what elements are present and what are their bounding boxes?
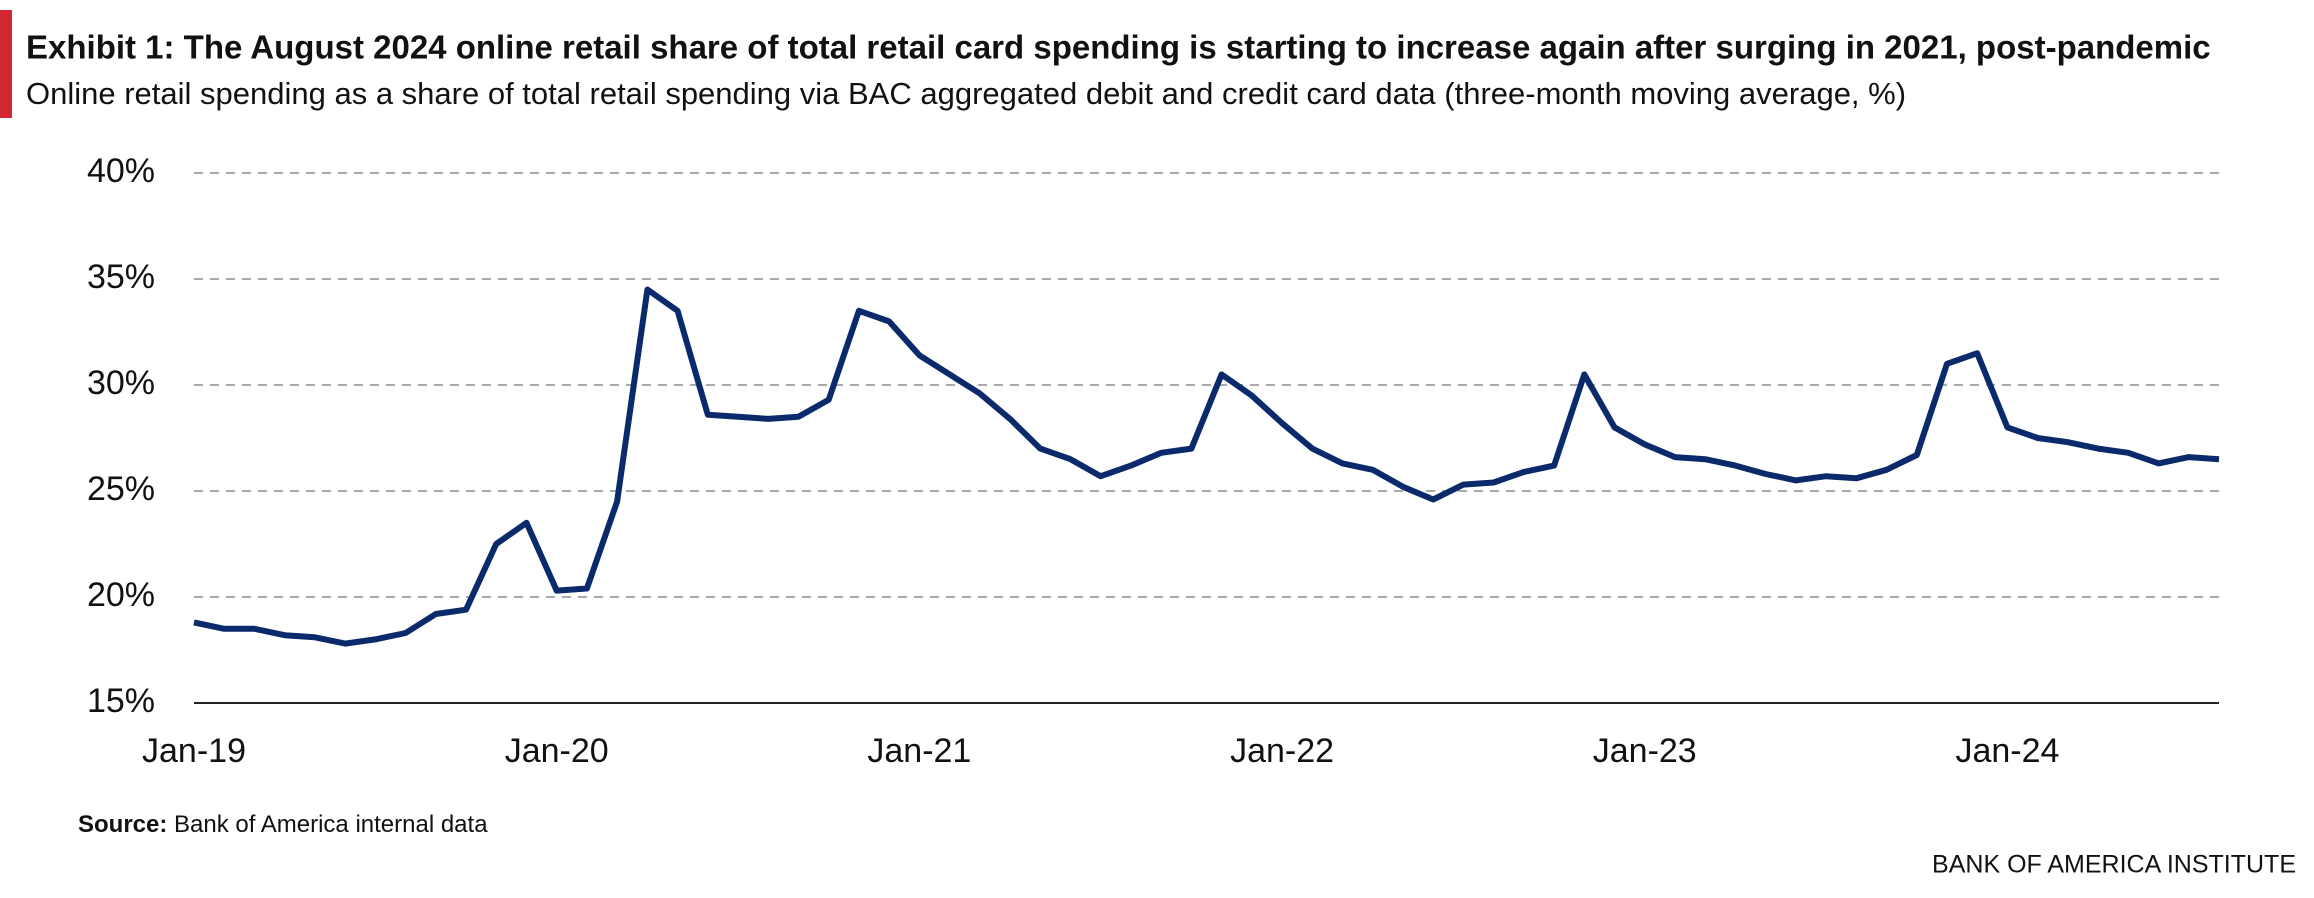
chart-title: Exhibit 1: The August 2024 online retail… (26, 29, 2211, 66)
source-text: Bank of America internal data (174, 811, 488, 838)
footer: BANK OF AMERICA INSTITUTE (1932, 851, 2296, 879)
y-tick-label: 15% (87, 682, 155, 720)
x-tick-label: Jan-19 (142, 732, 246, 770)
y-tick-label: 20% (87, 576, 155, 614)
data-line (193, 286, 2220, 647)
accent-bar (0, 10, 12, 118)
x-tick-label: Jan-20 (505, 732, 609, 770)
x-tick-label: Jan-23 (1593, 732, 1697, 770)
x-tick-label: Jan-22 (1230, 732, 1334, 770)
source: Source: Bank of America internal data (78, 811, 488, 838)
y-tick-label: 25% (87, 470, 155, 508)
y-tick-label: 30% (87, 364, 155, 402)
y-tick-label: 40% (87, 152, 155, 190)
chart-subtitle: Online retail spending as a share of tot… (26, 76, 1906, 111)
x-tick-label: Jan-24 (1955, 732, 2059, 770)
source-label: Source: (78, 811, 167, 838)
x-tick-label: Jan-21 (867, 732, 971, 770)
y-tick-label: 35% (87, 258, 155, 296)
